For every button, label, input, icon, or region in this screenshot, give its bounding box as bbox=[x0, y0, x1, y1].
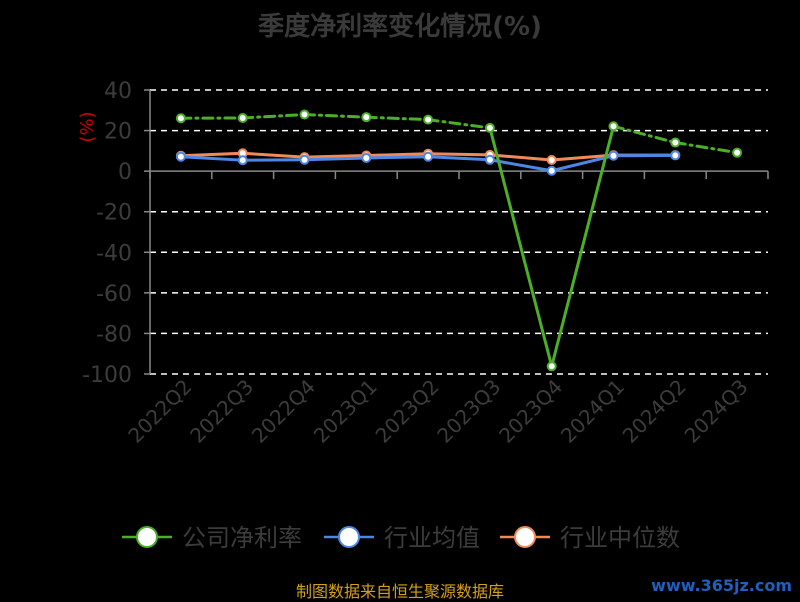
x-tick-label: 2024Q3 bbox=[680, 375, 753, 448]
x-tick-label: 2022Q3 bbox=[185, 375, 258, 448]
grid-lines bbox=[150, 90, 768, 374]
legend-label: 行业中位数 bbox=[560, 524, 680, 552]
series-segment bbox=[366, 117, 428, 119]
series-segment bbox=[428, 120, 490, 128]
legend: 公司净利率 行业均值 行业中位数 bbox=[122, 524, 680, 552]
series-segment bbox=[428, 157, 490, 160]
data-point bbox=[610, 152, 618, 160]
y-tick-label: -20 bbox=[96, 201, 132, 226]
data-point bbox=[301, 156, 309, 164]
data-point bbox=[177, 114, 185, 122]
series-segment bbox=[243, 153, 305, 157]
data-point bbox=[671, 151, 679, 159]
legend-marker bbox=[339, 527, 359, 547]
y-tick-label: 0 bbox=[118, 160, 132, 185]
y-tick-label: 20 bbox=[104, 120, 132, 145]
x-tick-label: 2023Q1 bbox=[309, 375, 382, 448]
data-point bbox=[733, 149, 741, 157]
data-point bbox=[362, 154, 370, 162]
x-tick-label: 2023Q3 bbox=[432, 375, 505, 448]
y-tick-label: -100 bbox=[82, 363, 132, 388]
data-point bbox=[671, 139, 679, 147]
series-segment bbox=[675, 143, 737, 153]
series-lines bbox=[181, 115, 737, 367]
legend-marker bbox=[137, 527, 157, 547]
series-segment bbox=[490, 128, 552, 366]
series-segment bbox=[243, 115, 305, 118]
data-point bbox=[424, 153, 432, 161]
x-tick-label: 2022Q4 bbox=[247, 375, 320, 448]
y-tick-label: -80 bbox=[96, 322, 132, 347]
x-tick-label: 2022Q2 bbox=[123, 375, 196, 448]
data-point bbox=[177, 153, 185, 161]
legend-label: 行业均值 bbox=[384, 524, 480, 552]
series-segment bbox=[366, 154, 428, 156]
x-tick-label: 2023Q4 bbox=[494, 375, 567, 448]
data-point bbox=[548, 362, 556, 370]
y-axis-label: (%) bbox=[77, 111, 98, 142]
data-point bbox=[301, 111, 309, 119]
series-segment bbox=[614, 126, 676, 142]
series-segment bbox=[428, 154, 490, 155]
data-point bbox=[424, 116, 432, 124]
series-segment bbox=[305, 158, 367, 160]
data-point bbox=[548, 156, 556, 164]
x-tick-label: 2023Q2 bbox=[371, 375, 444, 448]
data-point bbox=[548, 167, 556, 175]
data-point bbox=[239, 114, 247, 122]
legend-marker bbox=[515, 527, 535, 547]
data-point bbox=[362, 113, 370, 121]
y-tick-label: 40 bbox=[104, 79, 132, 104]
y-tick-label: -60 bbox=[96, 282, 132, 307]
data-point bbox=[486, 124, 494, 132]
data-point bbox=[239, 156, 247, 164]
data-point bbox=[486, 156, 494, 164]
watermark: www.365jz.com bbox=[651, 576, 792, 595]
legend-label: 公司净利率 bbox=[182, 524, 302, 552]
axes bbox=[144, 90, 768, 374]
series-segment bbox=[366, 157, 428, 158]
series-segment bbox=[181, 153, 243, 155]
y-tick-label: -40 bbox=[96, 241, 132, 266]
series-segment bbox=[305, 115, 367, 118]
series-points bbox=[177, 111, 741, 371]
x-tick-label: 2024Q2 bbox=[618, 375, 691, 448]
series-segment bbox=[181, 157, 243, 160]
x-tick-labels: 2022Q22022Q32022Q42023Q12023Q22023Q32023… bbox=[123, 375, 752, 448]
x-tick-label: 2024Q1 bbox=[556, 375, 629, 448]
data-point bbox=[610, 122, 618, 130]
